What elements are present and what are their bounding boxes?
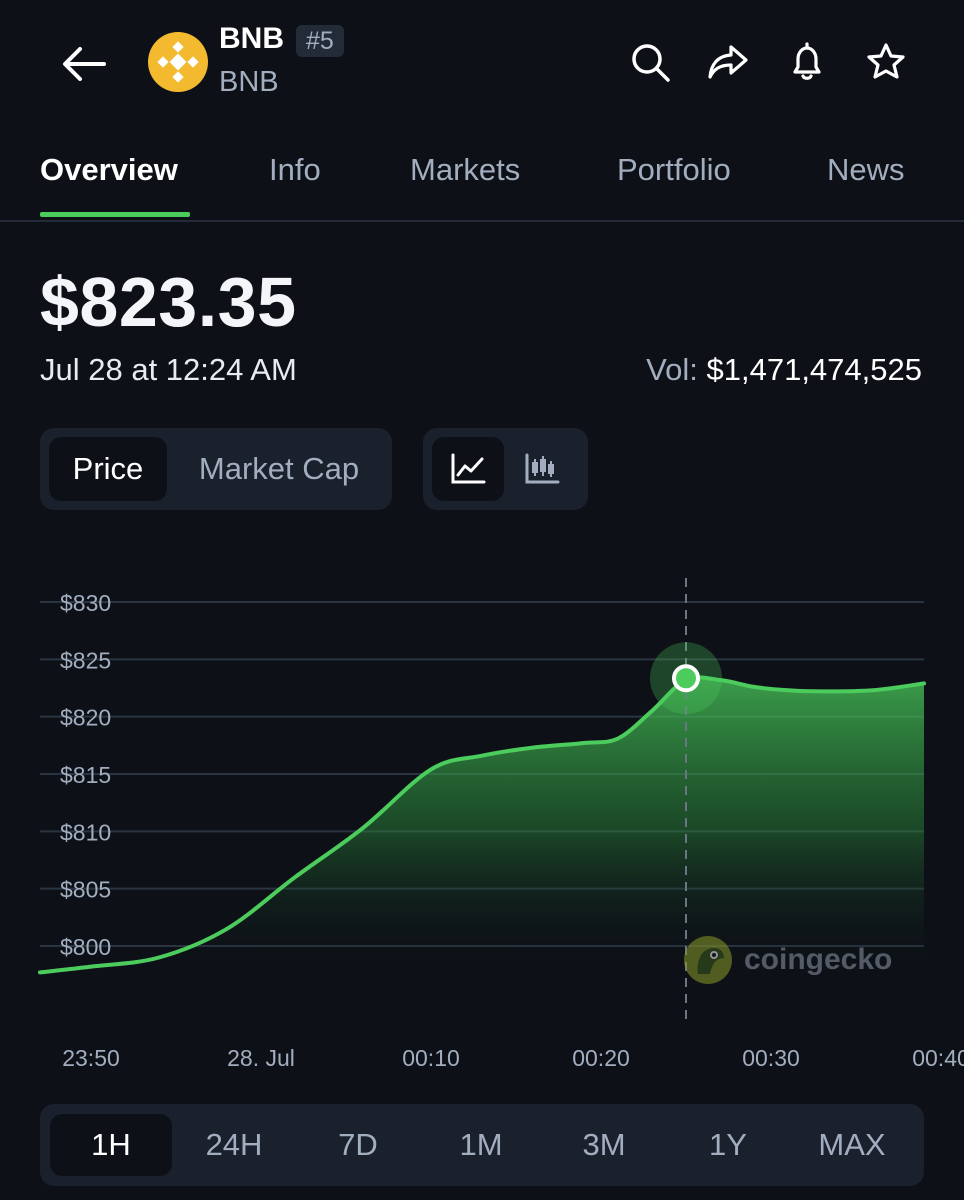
tab-overview[interactable]: Overview [40, 152, 178, 187]
arrow-left-icon [63, 47, 106, 81]
coin-name: BNB [219, 22, 284, 55]
chart-style-toggle [423, 428, 588, 510]
range-7d[interactable]: 7D [338, 1127, 378, 1162]
volume: Vol: $1,471,474,525 [646, 352, 922, 388]
y-tick-label: $820 [60, 705, 111, 731]
range-24h[interactable]: 24H [205, 1127, 263, 1162]
coin-symbol: BNB [219, 66, 279, 98]
metric-toggle: Price Market Cap [40, 428, 392, 510]
share-icon [708, 45, 748, 79]
share-button[interactable] [702, 36, 754, 88]
favorite-button[interactable] [860, 36, 912, 88]
bnb-logo-icon [148, 32, 208, 92]
price-toggle[interactable]: Price [49, 437, 167, 501]
alert-button[interactable] [781, 36, 833, 88]
coingecko-watermark-text: coingecko [744, 943, 893, 976]
y-tick-label: $815 [60, 762, 111, 788]
price-timestamp: Jul 28 at 12:24 AM [40, 352, 297, 387]
range-1h[interactable]: 1H [50, 1114, 172, 1176]
search-button[interactable] [624, 36, 676, 88]
market-cap-toggle[interactable]: Market Cap [198, 451, 360, 486]
x-tick-label: 28. Jul [227, 1045, 295, 1071]
range-max[interactable]: MAX [818, 1127, 886, 1162]
y-tick-label: $805 [60, 877, 111, 903]
rank-badge: #5 [296, 25, 344, 57]
tab-portfolio[interactable]: Portfolio [617, 152, 731, 187]
back-button[interactable] [58, 38, 110, 90]
coingecko-watermark: coingecko [684, 936, 892, 984]
price-chart[interactable]: $830 $825 $820 $815 $810 $805 $800 23:50 28. Ju… [0, 560, 964, 1080]
tab-news[interactable]: News [827, 152, 905, 187]
tab-info[interactable]: Info [269, 152, 321, 187]
search-icon [632, 44, 670, 82]
current-price: $823.35 [40, 263, 297, 341]
y-tick-label: $825 [60, 647, 111, 673]
y-tick-label: $830 [60, 590, 111, 616]
volume-label: Vol: [646, 352, 698, 387]
x-tick-label: 00:20 [572, 1045, 630, 1071]
range-3m[interactable]: 3M [582, 1127, 626, 1162]
coingecko-logo-icon [684, 936, 732, 984]
active-tab-indicator [40, 212, 190, 217]
line-chart-icon [451, 453, 486, 484]
bell-icon [793, 42, 821, 80]
highlight-point[interactable] [672, 664, 700, 693]
tab-bar: Overview Info Markets Portfolio News [0, 140, 964, 222]
range-1m[interactable]: 1M [459, 1127, 503, 1162]
x-tick-label: 00:10 [402, 1045, 460, 1071]
star-icon [867, 43, 905, 79]
line-chart-button[interactable] [432, 437, 504, 501]
x-tick-label: 23:50 [62, 1045, 120, 1071]
volume-value: $1,471,474,525 [706, 352, 923, 387]
y-tick-label: $800 [60, 934, 111, 960]
price-area [40, 677, 924, 1020]
x-tick-label: 00:40 [912, 1045, 964, 1071]
x-tick-label: 00:30 [742, 1045, 800, 1071]
price-line [38, 675, 926, 975]
header: BNB #5 BNB [0, 0, 964, 125]
candlestick-chart-icon [525, 453, 560, 484]
candlestick-button[interactable] [506, 437, 578, 501]
time-range-selector: 1H 24H 7D 1M 3M 1Y MAX [40, 1104, 924, 1186]
range-1y[interactable]: 1Y [709, 1127, 747, 1162]
y-tick-label: $810 [60, 819, 111, 845]
tab-markets[interactable]: Markets [410, 152, 521, 187]
